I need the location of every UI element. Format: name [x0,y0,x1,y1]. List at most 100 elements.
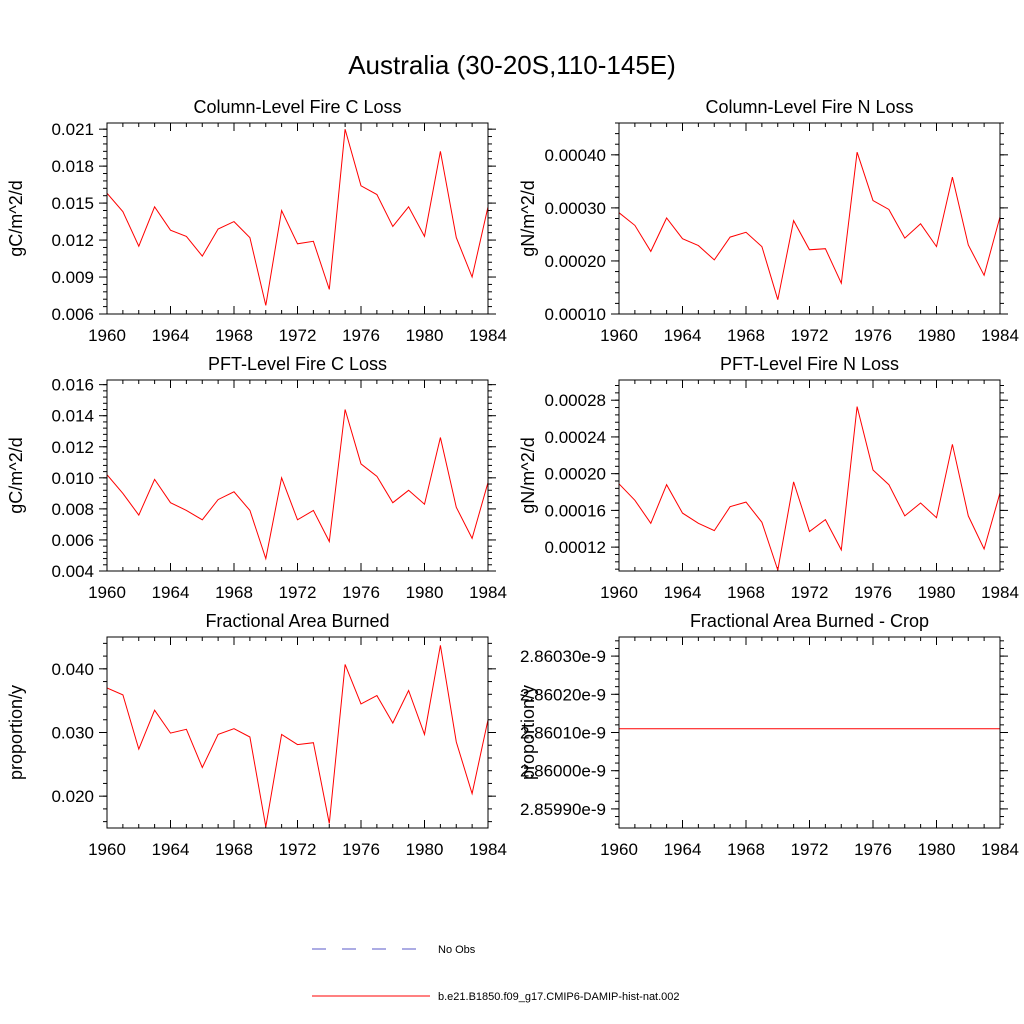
y-tick-label: 0.021 [51,120,94,139]
x-tick-label: 1968 [727,840,765,859]
x-tick-label: 1964 [152,583,190,602]
x-tick-label: 1984 [469,326,507,345]
y-tick-label: 0.010 [51,469,94,488]
plot-frame [106,379,489,572]
x-tick-label: 1976 [854,583,892,602]
x-tick-label: 1972 [279,326,317,345]
plot-frame [618,122,1001,315]
panel-title: Column-Level Fire N Loss [705,97,913,117]
x-tick-label: 1960 [600,840,638,859]
y-tick-label: 0.020 [51,787,94,806]
legend-label: b.e21.B1850.f09_g17.CMIP6-DAMIP-hist-nat… [438,991,680,1003]
x-tick-label: 1964 [664,583,702,602]
plot-frame [618,379,1001,572]
plot-frame [618,636,1001,829]
chart-panels: Column-Level Fire C Loss gC/m^2/d 1960 1964… [6,97,1019,859]
x-tick-label: 1972 [791,840,829,859]
x-tick-label: 1980 [406,583,444,602]
chart-panel-3: PFT-Level Fire C Loss gC/m^2/d 1960 1964 196… [6,354,507,602]
y-tick-label: 0.008 [51,500,94,519]
x-tick-label: 1980 [918,326,956,345]
x-tick-label: 1976 [342,326,380,345]
chart-panel-4: PFT-Level Fire N Loss gN/m^2/d 1960 1964 196… [518,354,1019,602]
series-line [107,129,488,306]
x-tick-label: 1960 [600,583,638,602]
x-tick-label: 1976 [854,326,892,345]
y-tick-label: 2.86000e-9 [520,762,606,781]
y-tick-label: 0.00016 [545,501,606,520]
y-tick-label: 0.00012 [545,538,606,557]
x-tick-label: 1984 [981,583,1019,602]
y-tick-label: 0.030 [51,724,94,743]
chart-panel-5: Fractional Area Burned proportion/y 1960 19… [6,611,507,859]
x-tick-label: 1964 [664,326,702,345]
x-tick-label: 1960 [88,840,126,859]
y-axis-label: gN/m^2/d [518,180,538,256]
y-tick-label: 0.00024 [545,428,606,447]
x-tick-label: 1968 [215,326,253,345]
y-tick-label: 0.012 [51,231,94,250]
y-tick-label: 0.00020 [545,252,606,271]
x-tick-label: 1984 [469,840,507,859]
x-tick-label: 1980 [918,583,956,602]
y-tick-label: 2.85990e-9 [520,800,606,819]
x-tick-label: 1980 [406,326,444,345]
x-tick-label: 1960 [600,326,638,345]
chart-panel-2: Column-Level Fire N Loss gN/m^2/d 1960 1964… [518,97,1019,345]
y-tick-label: 2.86010e-9 [520,724,606,743]
y-tick-label: 0.009 [51,268,94,287]
series-line [107,645,488,827]
y-tick-label: 0.040 [51,660,94,679]
y-tick-label: 0.015 [51,194,94,213]
x-tick-label: 1964 [152,326,190,345]
x-tick-label: 1984 [981,326,1019,345]
y-tick-label: 2.86020e-9 [520,685,606,704]
x-tick-label: 1964 [152,840,190,859]
plot-frame [106,636,489,829]
panel-title: Fractional Area Burned [205,611,389,631]
x-tick-label: 1972 [279,583,317,602]
y-tick-label: 0.00028 [545,391,606,410]
y-axis-label: gC/m^2/d [6,437,26,513]
panel-title: PFT-Level Fire C Loss [208,354,387,374]
y-tick-label: 0.006 [51,531,94,550]
y-tick-label: 0.018 [51,157,94,176]
panel-title: PFT-Level Fire N Loss [720,354,899,374]
y-axis-label: proportion/y [518,685,538,780]
series-line [619,406,1000,571]
x-tick-label: 1976 [342,583,380,602]
x-tick-label: 1976 [342,840,380,859]
x-tick-label: 1964 [664,840,702,859]
x-tick-label: 1968 [727,583,765,602]
plot-frame [106,122,489,315]
x-tick-label: 1972 [791,326,829,345]
x-tick-label: 1980 [406,840,444,859]
chart-panel-6: Fractional Area Burned - Crop proportion/… [518,611,1019,859]
x-tick-label: 1960 [88,583,126,602]
y-tick-label: 0.00020 [545,465,606,484]
y-axis-label: gC/m^2/d [6,180,26,256]
y-tick-label: 0.006 [51,305,94,324]
x-tick-label: 1976 [854,840,892,859]
y-tick-label: 0.012 [51,438,94,457]
x-tick-label: 1972 [791,583,829,602]
x-tick-label: 1980 [918,840,956,859]
x-tick-label: 1984 [981,840,1019,859]
series-line [107,409,488,561]
legend-label: No Obs [438,944,476,956]
y-axis-label: gN/m^2/d [518,437,538,513]
y-tick-label: 0.00010 [545,305,606,324]
y-tick-label: 0.00030 [545,199,606,218]
x-tick-label: 1968 [727,326,765,345]
legend: No Obs b.e21.B1850.f09_g17.CMIP6-DAMIP-hi… [312,944,680,1003]
x-tick-label: 1984 [469,583,507,602]
x-tick-label: 1968 [215,840,253,859]
figure-title: Australia (30-20S,110-145E) [348,50,676,80]
y-tick-label: 0.004 [51,562,94,581]
x-tick-label: 1960 [88,326,126,345]
panel-title: Column-Level Fire C Loss [193,97,401,117]
y-axis-label: proportion/y [6,685,26,780]
panel-title: Fractional Area Burned - Crop [690,611,929,631]
chart-panel-1: Column-Level Fire C Loss gC/m^2/d 1960 1964… [6,97,507,345]
